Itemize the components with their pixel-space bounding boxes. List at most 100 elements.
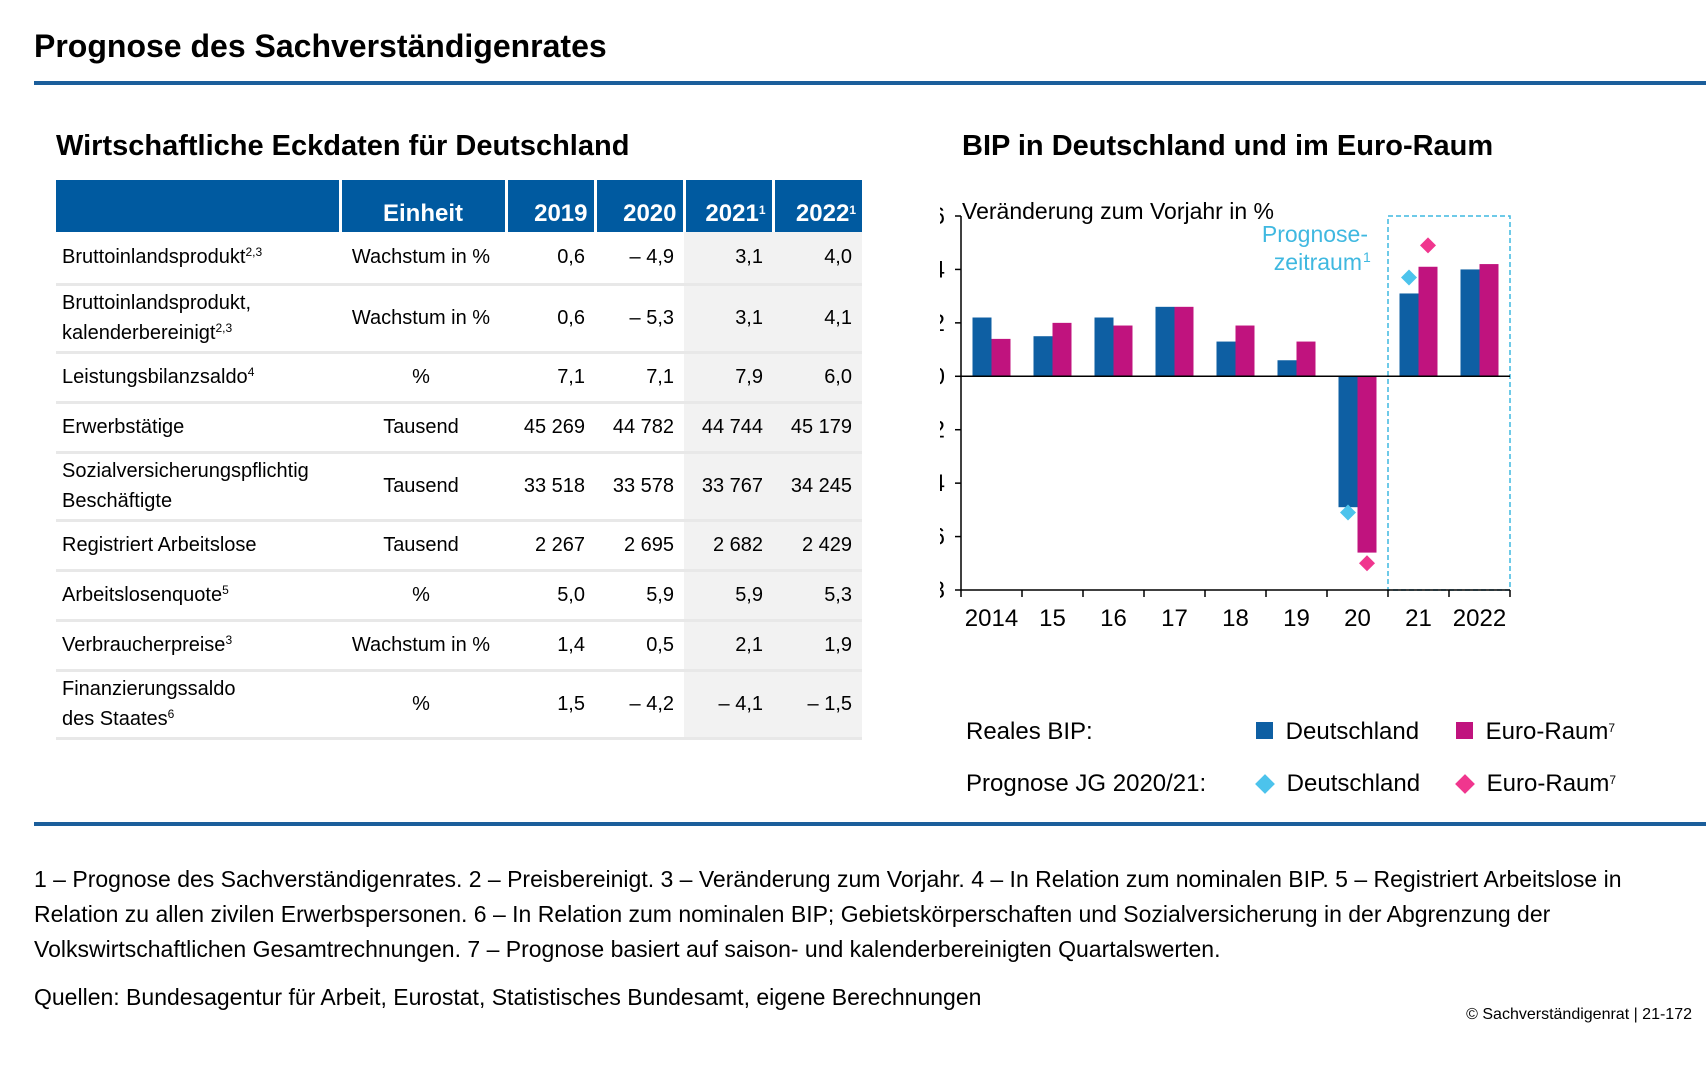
bar-deutschland [1216,341,1236,377]
y-tick-label: 2 [940,310,945,337]
prognose-euro-raum [1420,237,1436,254]
row-value: 45 179 [773,402,862,454]
row-label: Leistungsbilanzsaldo4 [56,352,340,404]
copyright: © Sachverständigenrat | 21-172 [1466,1006,1692,1023]
row-value: – 5,3 [595,284,684,354]
row-value: 45 269 [506,402,595,454]
row-value: 44 782 [595,402,684,454]
x-tick-label: 15 [1039,605,1066,632]
y-tick-label: -2 [940,417,945,444]
header-label-col [56,180,342,232]
prognose-euro-raum [1359,555,1375,572]
row-value: 5,9 [595,570,684,622]
legend-prognose-label: Prognose JG 2020/21: [966,770,1207,797]
legend-ea-bar-swatch [1456,722,1473,739]
legend-de-diamond-icon [1255,774,1275,794]
row-value: 34 245 [773,452,862,522]
row-label: Finanzierungssaldo des Staates6 [56,670,340,740]
x-tick-label: 2022 [1453,605,1506,632]
table-row: Finanzierungssaldo des Staates6% 1,5– 4,2–… [56,670,862,740]
y-tick-label: -6 [940,524,945,551]
row-value: 3,1 [684,284,773,354]
row-value: 2 682 [684,520,773,572]
row-unit: Wachstum in % [340,232,506,286]
forecast-label: zeitraum [1274,249,1362,275]
x-tick-label: 17 [1161,605,1188,632]
row-value: 0,6 [506,284,595,354]
y-tick-label: -8 [940,577,945,604]
header-2022: 20221 [773,180,862,232]
bar-deutschland [972,317,992,377]
bar-euro-raum [1174,306,1194,377]
bar-deutschland [1460,269,1480,377]
row-value: 1,4 [506,620,595,672]
row-unit: % [340,570,506,622]
sources: Quellen: Bundesagentur für Arbeit, Euros… [34,984,982,1010]
row-value: 3,1 [684,232,773,286]
row-value: – 1,5 [773,670,862,740]
y-tick-label: 0 [940,363,945,390]
chart-title: BIP in Deutschland und im Euro-Raum [962,130,1494,162]
bar-deutschland [1155,306,1175,377]
x-tick-label: 19 [1283,605,1310,632]
header-2019: 2019 [506,180,597,232]
x-tick-label: 20 [1344,605,1371,632]
header-unit: Einheit [340,180,508,232]
header-2020: 2020 [595,180,686,232]
row-unit: % [340,670,506,740]
legend-ea-prog-label: Euro-Raum7 [1486,770,1617,797]
x-tick-label: 21 [1405,605,1432,632]
legend-de-bar-label: Deutschland [1285,718,1420,745]
row-label: Bruttoinlandsprodukt2,3 [56,232,340,286]
row-value: – 4,9 [595,232,684,286]
bar-euro-raum [1113,325,1133,377]
table-row: Registriert Arbeitslose Tausend 2 267 2 695… [56,520,862,572]
row-unit: Wachstum in % [340,620,506,672]
legend-ea-bar-label: Euro-Raum7 [1485,718,1616,745]
row-unit: Tausend [340,402,506,454]
row-label: Bruttoinlandsprodukt, kalenderbereinigt2,… [56,284,340,354]
page-title: Prognose des Sachverständigenrates [34,28,607,64]
eckdaten-table: Einheit 2019 2020 20211 20221 Bruttoinla… [56,180,862,740]
top-rule [34,81,1706,85]
header-2021: 20211 [684,180,775,232]
row-value: 44 744 [684,402,773,454]
row-label: Registriert Arbeitslose [56,520,340,572]
row-value: 4,1 [773,284,862,354]
table-row: Erwerbstätige Tausend 45 269 44 782 44 744 45… [56,402,862,454]
bottom-rule [34,822,1706,826]
row-value: 33 578 [595,452,684,522]
prognose-deutschland [1340,504,1356,521]
table-row: Sozialversicherungspflichtig Beschäftigte… [56,452,862,522]
table-row: Arbeitslosenquote5% 5,0 5,9 5,9 5,3 [56,570,862,622]
row-label: Sozialversicherungspflichtig Beschäftigte [56,452,340,522]
forecast-label-sup: 1 [1363,249,1371,265]
y-tick-label: 6 [940,203,945,230]
table-row: Verbraucherpreise3 Wachstum in % 1,4 0,5 2,1… [56,620,862,672]
bar-deutschland [1399,293,1419,377]
legend-de-bar-swatch [1256,722,1273,739]
row-value: 5,3 [773,570,862,622]
bar-euro-raum [1235,325,1255,377]
bar-euro-raum [1296,341,1316,377]
bar-deutschland [1033,336,1053,377]
x-tick-label: 16 [1100,605,1127,632]
bar-deutschland [1338,376,1358,508]
prognose-deutschland [1401,269,1417,286]
row-value: 2 429 [773,520,862,572]
bar-deutschland [1094,317,1114,377]
row-value: 7,1 [595,352,684,404]
footnotes: 1 – Prognose des Sachverständigenrates. … [34,866,1622,962]
bar-euro-raum [1418,266,1438,377]
legend-ea-diamond-icon [1455,774,1475,794]
row-value: 7,9 [684,352,773,404]
row-value: 1,9 [773,620,862,672]
table-title: Wirtschaftliche Eckdaten für Deutschland [56,130,630,162]
row-value: 33 518 [506,452,595,522]
row-label: Verbraucherpreise3 [56,620,340,672]
legend-de-prog-label: Deutschland [1286,770,1421,797]
row-value: 4,0 [773,232,862,286]
forecast-label: Prognose- [1262,221,1368,247]
bip-chart: Prognose-zeitraum16420-2-4-6-82014151617… [940,203,1511,632]
table-row: Leistungsbilanzsaldo4% 7,1 7,1 7,9 6,0 [56,352,862,404]
